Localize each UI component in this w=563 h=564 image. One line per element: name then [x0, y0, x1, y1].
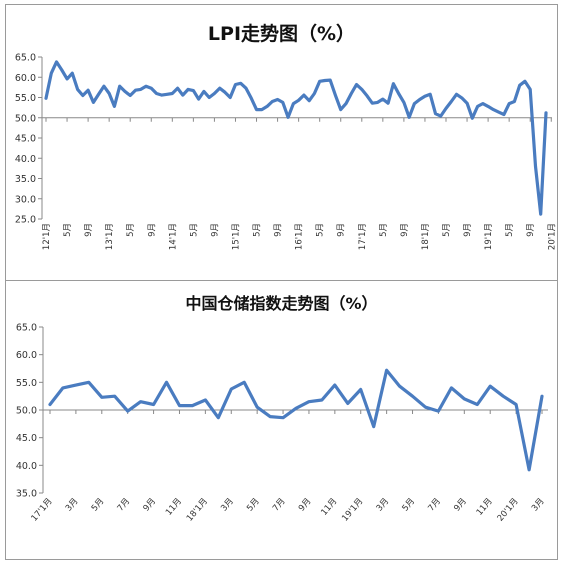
- x-tick-label: 18'1月: [421, 223, 431, 250]
- y-tick-label: 25.0: [15, 215, 36, 226]
- x-tick-label: 7月: [426, 496, 443, 513]
- y-tick-label: 65.0: [16, 323, 37, 334]
- series-line: [44, 60, 548, 216]
- x-tick-label: 5月: [442, 223, 452, 237]
- x-tick-label: 11月: [319, 496, 339, 517]
- x-tick-label: 15'1月: [231, 223, 241, 250]
- y-tick-label: 35.0: [16, 489, 37, 500]
- x-tick-label: 7月: [116, 496, 133, 513]
- y-tick-label: 50.0: [16, 406, 37, 417]
- lpi-chart-panel: LPI走势图（%） 25.0 30.0 35.0 40.0 45.0 50.0 55.0 60…: [5, 4, 558, 281]
- x-tick-label: 18'1月: [185, 496, 210, 523]
- lpi-chart-svg: 25.0 30.0 35.0 40.0 45.0 50.0 55.0 60.0 65.0 12'1…: [15, 53, 557, 251]
- x-tick-label: 12'1月: [42, 223, 52, 250]
- y-tick-label: 65.0: [15, 53, 36, 64]
- y-tick-label: 55.0: [16, 378, 37, 389]
- series-line: [48, 368, 544, 472]
- x-tick-label: 11月: [475, 496, 495, 517]
- x-tick-label: 5月: [63, 223, 73, 237]
- y-tick-label: 35.0: [15, 174, 36, 185]
- y-tick-label: 45.0: [15, 134, 36, 145]
- x-tick-label: 7月: [271, 496, 288, 513]
- x-tick-label: 5月: [379, 223, 389, 237]
- x-tick-label: 5月: [401, 496, 418, 513]
- x-tick-label: 5月: [189, 223, 199, 237]
- x-tick-label: 5月: [316, 223, 326, 237]
- x-tick-label: 3月: [530, 496, 547, 513]
- y-tick-label: 40.0: [16, 461, 37, 472]
- x-tick-label: 5月: [505, 223, 515, 237]
- x-tick-label: 9月: [526, 223, 536, 237]
- x-tick-label: 5月: [253, 223, 263, 237]
- chart-title: 中国仓储指数走势图（%）: [185, 294, 378, 313]
- x-tick-label: 5月: [90, 496, 107, 513]
- y-tick-label: 55.0: [15, 93, 36, 104]
- x-tick-label: 9月: [147, 223, 157, 237]
- x-tick-label: 3月: [64, 496, 81, 513]
- y-tick-label: 30.0: [15, 194, 36, 205]
- x-tick-label: 14'1月: [168, 223, 178, 250]
- y-tick-label: 40.0: [15, 154, 36, 165]
- y-tick-label: 50.0: [15, 113, 36, 124]
- x-tick-label: 17'1月: [30, 496, 55, 523]
- x-tick-label: 16'1月: [295, 223, 305, 250]
- x-tick-label: 13'1月: [105, 223, 115, 250]
- y-tick-label: 60.0: [15, 73, 36, 84]
- x-tick-label: 5月: [245, 496, 262, 513]
- x-tick-label: 9月: [337, 223, 347, 237]
- x-tick-label: 19'1月: [340, 496, 365, 523]
- x-tick-label: 5月: [126, 223, 136, 237]
- x-tick-label: 19'1月: [484, 223, 494, 250]
- x-tick-label: 9月: [452, 496, 469, 513]
- x-tick-label: 9月: [400, 223, 410, 237]
- x-tick-label: 3月: [375, 496, 392, 513]
- x-tick-label: 9月: [297, 496, 314, 513]
- y-tick-label: 60.0: [16, 350, 37, 361]
- x-tick-label: 3月: [219, 496, 236, 513]
- x-tick-label: 17'1月: [358, 223, 368, 250]
- warehouse-chart-svg: 35.0 40.0 45.0 50.0 55.0 60.0 65.0 17'1月 3月 5月 7月 9…: [16, 323, 548, 524]
- x-tick-label: 11月: [164, 496, 184, 517]
- x-tick-label: 20'1月: [547, 223, 557, 250]
- warehouse-chart-panel: 中国仓储指数走势图（%） 35.0 40.0 45.0 50.0 55.0 60.0 65.…: [5, 280, 558, 560]
- x-tick-label: 9月: [463, 223, 473, 237]
- x-tick-label: 9月: [84, 223, 94, 237]
- x-tick-label: 9月: [142, 496, 159, 513]
- x-tick-label: 20'1月: [496, 496, 521, 523]
- chart-title: LPI走势图（%）: [207, 23, 356, 45]
- x-tick-label: 9月: [210, 223, 220, 237]
- y-tick-label: 45.0: [16, 433, 37, 444]
- x-tick-label: 9月: [274, 223, 284, 237]
